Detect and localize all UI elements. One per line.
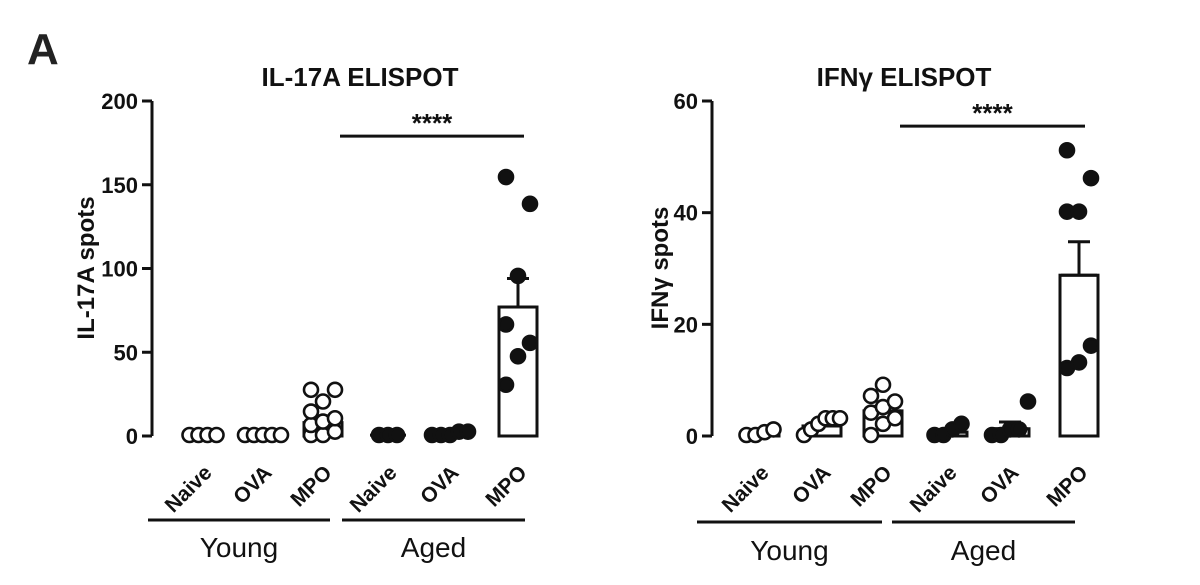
y-tick-label: 60: [674, 89, 698, 114]
x-tick-label: OVA: [788, 461, 835, 508]
group-label: Aged: [951, 535, 1016, 566]
y-tick-label: 200: [101, 89, 138, 114]
data-point: [326, 409, 344, 427]
y-axis-label: IFNγ spots: [647, 207, 674, 330]
data-point: [509, 347, 527, 365]
data-point: [1070, 354, 1088, 371]
data-point: [497, 376, 515, 394]
y-tick-label: 0: [126, 424, 138, 449]
chart-title: IFNγ ELISPOT: [817, 62, 992, 92]
group-label: Young: [750, 535, 828, 566]
y-tick-label: 40: [674, 201, 698, 226]
data-point: [862, 387, 880, 405]
data-point: [886, 409, 904, 427]
data-point: [302, 403, 320, 420]
il17a-chart: IL-17A ELISPOT IL-17A spots 0 50 100 150 200 Na…: [73, 62, 539, 563]
x-tick-label: MPO: [1042, 461, 1092, 511]
data-point: [208, 426, 225, 444]
significance-label: ****: [972, 98, 1013, 128]
y-axis-label: IL-17A spots: [73, 196, 100, 339]
data-point: [953, 415, 970, 433]
data-point: [1010, 421, 1028, 438]
y-tick-label: 50: [114, 340, 138, 365]
data-point: [497, 168, 515, 186]
data-point: [497, 316, 515, 333]
data-point: [765, 421, 782, 438]
y-tick-label: 0: [686, 424, 698, 449]
x-tick-label: OVA: [229, 461, 276, 508]
y-tick-label: 100: [101, 257, 138, 282]
x-tick-label: MPO: [481, 461, 531, 511]
data-point: [302, 381, 320, 399]
x-tick-label: Naive: [718, 461, 774, 517]
panel-label: A: [27, 25, 59, 74]
data-point: [272, 426, 290, 444]
data-point: [886, 393, 904, 410]
x-tick-label: Naive: [906, 461, 962, 517]
data-point: [314, 393, 332, 410]
x-tick-label: MPO: [846, 461, 896, 511]
chart-title: IL-17A ELISPOT: [262, 62, 459, 92]
data-point: [521, 334, 539, 352]
data-point: [874, 376, 892, 394]
x-tick-label: Naive: [161, 461, 217, 517]
data-point: [326, 423, 344, 440]
data-point: [388, 426, 406, 444]
data-point: [509, 267, 527, 285]
x-tick-label: OVA: [416, 461, 463, 508]
data-point: [1019, 393, 1037, 410]
data-point: [521, 195, 539, 213]
data-point: [1082, 337, 1100, 354]
x-tick-label: MPO: [286, 461, 336, 511]
y-tick-label: 150: [101, 173, 138, 198]
significance-label: ****: [412, 108, 453, 138]
y-tick-label: 20: [674, 312, 698, 337]
data-point: [831, 409, 849, 427]
data-point: [326, 381, 344, 399]
data-point: [1070, 203, 1088, 220]
data-point: [1058, 141, 1076, 159]
data-point: [862, 426, 880, 444]
x-tick-label: Naive: [346, 461, 402, 517]
x-tick-label: OVA: [976, 461, 1023, 508]
data-point: [1082, 169, 1100, 187]
group-label: Young: [200, 532, 278, 563]
data-point: [459, 423, 477, 440]
group-label: Aged: [401, 532, 466, 563]
